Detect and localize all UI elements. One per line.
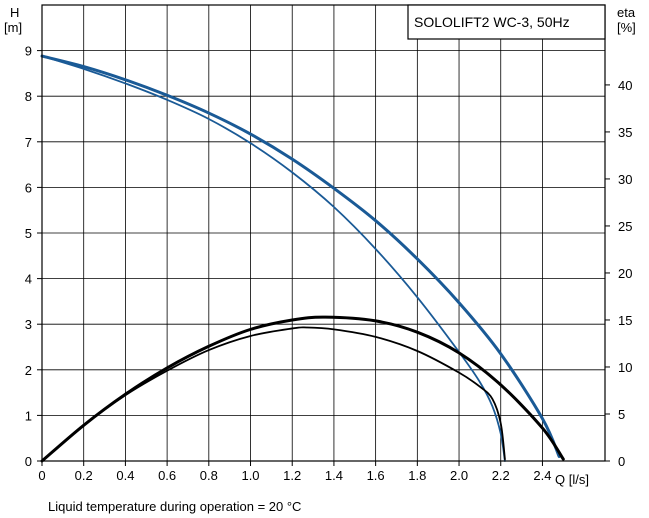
head-curve-1	[42, 56, 505, 461]
y-left-tick-label: 9	[25, 44, 32, 59]
eta-curve-2	[42, 317, 563, 461]
eta-curve-3	[42, 327, 505, 461]
x-tick-label: 1.0	[241, 468, 259, 483]
y-right-axis-unit: [%]	[617, 20, 636, 35]
y-right-axis-name: eta	[617, 5, 636, 20]
y-right-tick-label: 25	[618, 219, 632, 234]
chart-title: SOLOLIFT2 WC-3, 50Hz	[414, 14, 570, 30]
y-right-tick-label: 5	[618, 407, 625, 422]
x-tick-label: 0.6	[158, 468, 176, 483]
x-tick-label: 1.8	[408, 468, 426, 483]
y-left-tick-label: 5	[25, 226, 32, 241]
x-tick-label: 0.8	[200, 468, 218, 483]
x-tick-label: 2.4	[533, 468, 551, 483]
y-left-tick-label: 3	[25, 317, 32, 332]
y-left-tick-label: 2	[25, 363, 32, 378]
x-tick-label: 0	[38, 468, 45, 483]
x-tick-label: 1.6	[367, 468, 385, 483]
y-left-tick-label: 1	[25, 408, 32, 423]
head-curve-0	[42, 56, 559, 456]
curve-series	[42, 56, 563, 461]
y-left-axis-name: H	[10, 5, 19, 20]
y-right-tick-label: 10	[618, 360, 632, 375]
y-left-tick-label: 0	[25, 454, 32, 469]
y-right-tick-label: 15	[618, 313, 632, 328]
x-axis-title: Q [l/s]	[555, 472, 589, 487]
x-tick-label: 0.2	[75, 468, 93, 483]
x-tick-label: 1.4	[325, 468, 343, 483]
y-right-tick-label: 0	[618, 454, 625, 469]
chart-footnote: Liquid temperature during operation = 20…	[48, 499, 301, 514]
y-left-tick-label: 8	[25, 89, 32, 104]
x-tick-label: 0.4	[116, 468, 134, 483]
y-left-tick-label: 4	[25, 272, 32, 287]
x-tick-label: 2.0	[450, 468, 468, 483]
y-right-tick-label: 35	[618, 125, 632, 140]
x-tick-label: 2.2	[492, 468, 510, 483]
y-right-tick-label: 20	[618, 266, 632, 281]
y-right-tick-label: 30	[618, 172, 632, 187]
y-left-tick-label: 7	[25, 135, 32, 150]
x-tick-label: 1.2	[283, 468, 301, 483]
y-left-tick-label: 6	[25, 180, 32, 195]
y-left-axis-unit: [m]	[4, 20, 22, 35]
y-right-tick-label: 40	[618, 78, 632, 93]
